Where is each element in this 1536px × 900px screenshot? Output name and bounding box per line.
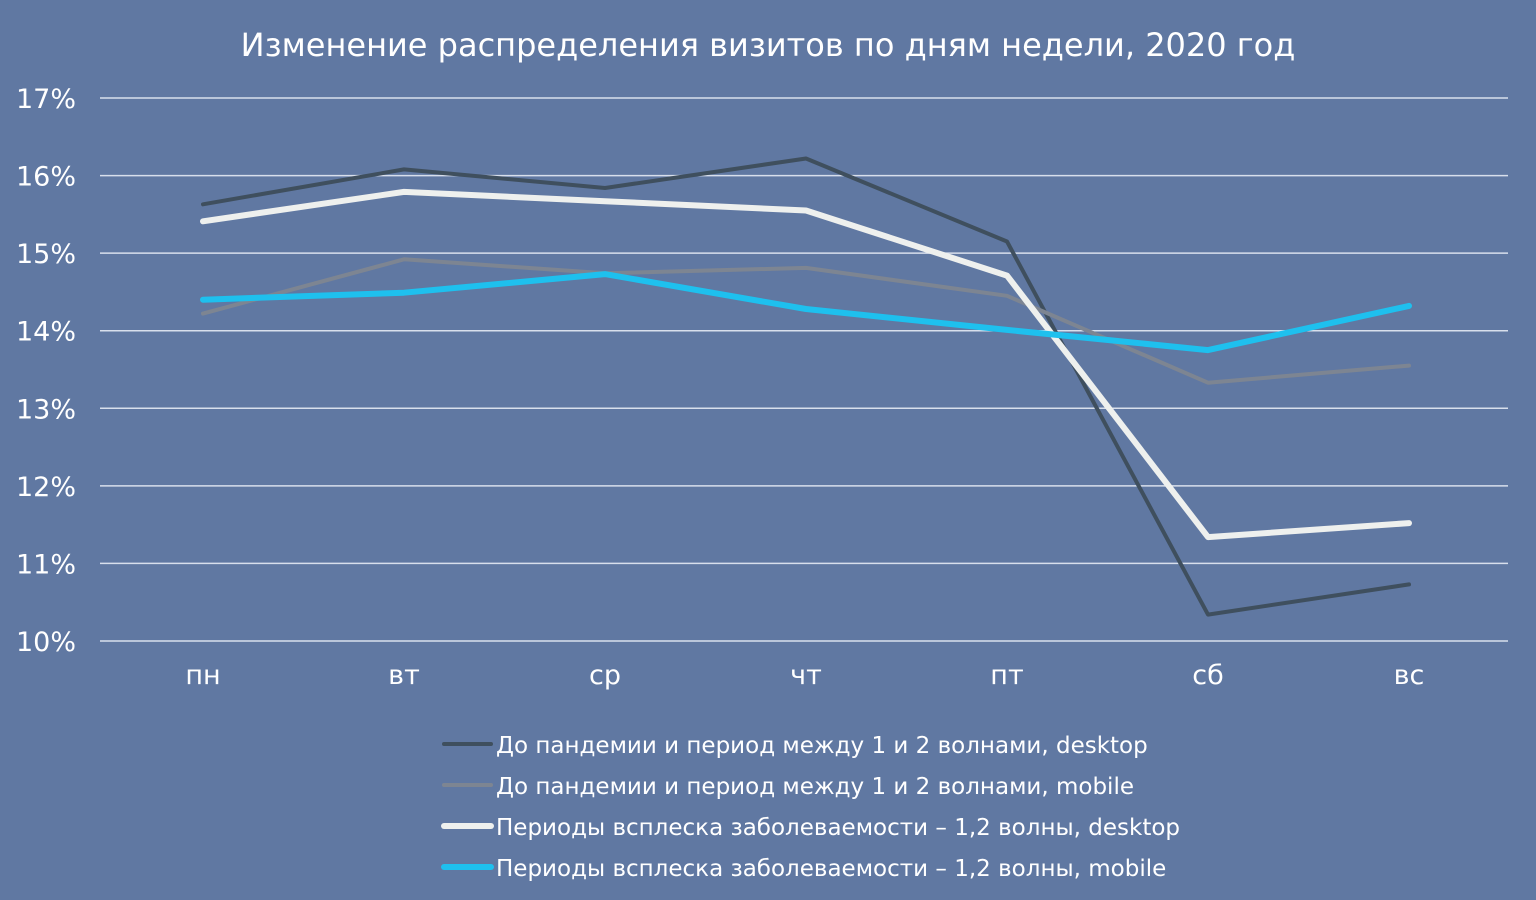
x-axis-ticks: пн вт ср чт пт сб вс (185, 660, 1424, 691)
x-tick-label: вт (388, 660, 420, 691)
y-tick-label: 11% (16, 549, 76, 580)
x-tick-label: сб (1192, 660, 1224, 691)
y-tick-label: 17% (16, 84, 76, 115)
x-tick-label: вс (1394, 660, 1425, 691)
legend-label-4: Периоды всплеска заболеваемости – 1,2 во… (496, 856, 1166, 882)
legend: До пандемии и период между 1 и 2 волнами… (441, 733, 1180, 882)
series-lines (200, 156, 1412, 617)
x-tick-label: пт (990, 660, 1023, 691)
x-tick-label: пн (185, 660, 220, 691)
legend-label-3: Периоды всплеска заболеваемости – 1,2 во… (496, 815, 1180, 841)
series-line-4 (200, 271, 1412, 354)
x-tick-label: чт (790, 660, 822, 691)
y-tick-label: 14% (16, 317, 76, 348)
series-line-2 (201, 257, 1411, 385)
chart-title: Изменение распределения визитов по дням … (241, 26, 1296, 64)
legend-label-2: До пандемии и период между 1 и 2 волнами… (496, 774, 1134, 800)
y-axis-ticks: 10% 11% 12% 13% 14% 15% 16% 17% (16, 84, 76, 658)
series-line-1 (201, 156, 1411, 617)
series-line-3 (200, 188, 1412, 541)
legend-label-1: До пандемии и период между 1 и 2 волнами… (496, 733, 1148, 759)
y-tick-label: 15% (16, 239, 76, 270)
y-tick-label: 16% (16, 162, 76, 193)
grid (100, 97, 1508, 642)
y-tick-label: 12% (16, 472, 76, 503)
y-tick-label: 10% (16, 627, 76, 658)
y-tick-label: 13% (16, 394, 76, 425)
x-tick-label: ср (589, 660, 621, 691)
